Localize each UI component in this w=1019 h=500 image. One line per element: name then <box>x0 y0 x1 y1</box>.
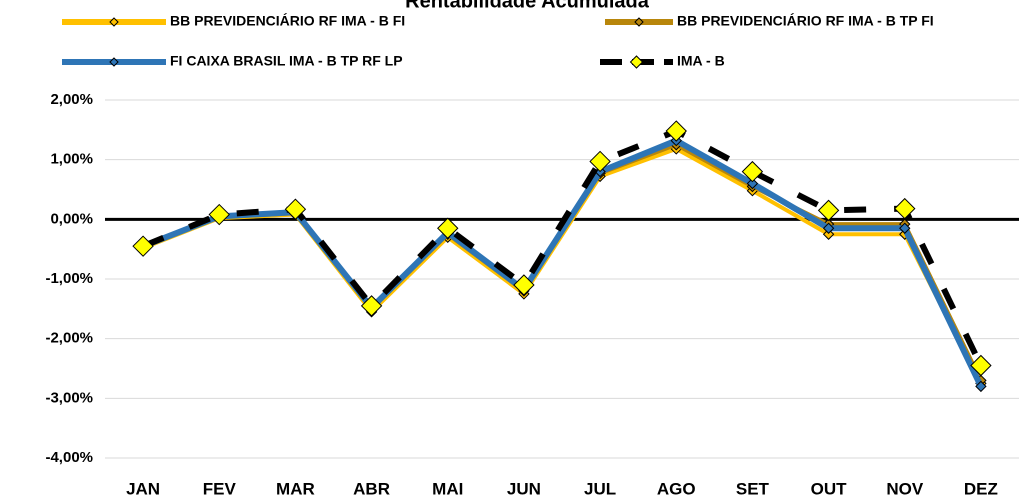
y-tick-label: 2,00% <box>50 91 93 108</box>
point-marker <box>894 197 916 220</box>
x-tick-label: OUT <box>811 479 848 498</box>
y-tick-label: -4,00% <box>45 449 93 466</box>
x-tick-label: MAI <box>432 479 463 498</box>
point-marker <box>284 198 307 220</box>
x-tick-label: FEV <box>203 479 237 498</box>
series-line <box>141 137 984 388</box>
legend-label: IMA - B <box>677 53 725 69</box>
legend-marker <box>109 17 119 27</box>
y-tick-label: 1,00% <box>50 151 93 168</box>
legend-marker <box>109 57 119 67</box>
legend-label: FI CAIXA BRASIL IMA - B TP RF LP <box>170 53 403 69</box>
point-marker <box>513 274 535 296</box>
chart-title: Rentabilidade Acumulada <box>405 0 650 12</box>
point-marker <box>970 354 992 377</box>
point-marker <box>822 222 835 234</box>
x-tick-label: ABR <box>353 479 390 498</box>
x-tick-label: NOV <box>886 479 924 498</box>
legend-label: BB PREVIDENCIÁRIO RF IMA - B FI <box>170 13 405 29</box>
x-tick-label: DEZ <box>964 479 998 498</box>
x-tick-label: SET <box>736 479 770 498</box>
point-marker <box>746 177 759 190</box>
point-marker <box>132 235 154 257</box>
x-tick-label: MAR <box>276 479 315 498</box>
legend-marker <box>629 55 644 69</box>
point-marker <box>589 150 611 173</box>
x-tick-label: JAN <box>126 479 160 498</box>
legend-label: BB PREVIDENCIÁRIO RF IMA - B TP FI <box>677 13 934 29</box>
point-marker <box>665 120 687 142</box>
series-line <box>142 142 983 382</box>
legend-marker <box>634 17 644 27</box>
point-marker <box>822 228 835 240</box>
point-marker <box>817 199 840 222</box>
y-tick-label: 0,00% <box>50 210 93 227</box>
y-tick-label: -2,00% <box>45 330 93 347</box>
point-marker <box>899 222 911 234</box>
point-marker <box>975 380 987 393</box>
y-tick-label: -3,00% <box>45 389 93 406</box>
point-marker <box>741 160 764 183</box>
point-marker <box>208 203 230 226</box>
point-marker <box>437 217 459 239</box>
series-line <box>142 146 983 385</box>
y-tick-label: -1,00% <box>45 270 93 287</box>
x-tick-label: JUN <box>507 479 541 498</box>
x-tick-label: AGO <box>657 479 696 498</box>
point-marker <box>360 295 383 317</box>
series-line <box>141 128 984 367</box>
x-tick-label: JUL <box>584 479 616 498</box>
